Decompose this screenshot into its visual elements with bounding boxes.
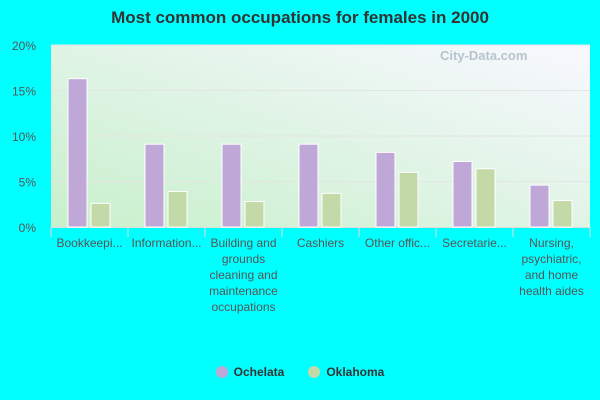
legend-item-ochelata[interactable]: Ochelata <box>215 365 285 379</box>
watermark: City-Data.com <box>440 48 528 63</box>
y-tick-label: 0% <box>19 221 37 235</box>
bar-oklahoma[interactable] <box>475 168 496 228</box>
x-tick-label: Bookkeepi... <box>56 236 123 250</box>
x-tick-label: Secretarie... <box>442 236 507 250</box>
legend-label: Ochelata <box>233 365 285 379</box>
legend: Ochelata Oklahoma <box>0 365 600 381</box>
bar-ochelata[interactable] <box>144 143 165 228</box>
bar-ochelata[interactable] <box>375 151 396 228</box>
bar-ochelata[interactable] <box>67 78 88 228</box>
bar-ochelata[interactable] <box>298 143 319 228</box>
legend-item-oklahoma[interactable]: Oklahoma <box>308 365 384 379</box>
bar-ochelata[interactable] <box>529 184 550 228</box>
bar-oklahoma[interactable] <box>552 200 573 228</box>
bar-oklahoma[interactable] <box>167 191 188 228</box>
x-tick-label: Nursing, psychiatric, and home health ai… <box>519 236 584 298</box>
x-tick-label: Cashiers <box>296 236 345 250</box>
chart-title: Most common occupations for females in 2… <box>111 8 489 27</box>
y-tick-label: 15% <box>12 85 36 99</box>
y-tick-label: 20% <box>12 39 36 53</box>
legend-swatch <box>215 366 228 378</box>
x-tick-label: Building and grounds cleaning and mainte… <box>209 236 278 314</box>
bar-oklahoma[interactable] <box>398 171 419 228</box>
y-tick-label: 5% <box>19 176 37 190</box>
bar-ochelata[interactable] <box>221 143 242 228</box>
bar-oklahoma[interactable] <box>321 192 342 228</box>
bar-oklahoma[interactable] <box>90 202 111 228</box>
y-tick-label: 10% <box>12 130 36 144</box>
x-tick-label: Other offic... <box>364 236 431 250</box>
legend-swatch <box>308 366 321 378</box>
bar-oklahoma[interactable] <box>244 201 265 228</box>
legend-label: Oklahoma <box>326 365 385 379</box>
bar-ochelata[interactable] <box>452 160 473 228</box>
x-tick-label: Information... <box>131 236 202 250</box>
